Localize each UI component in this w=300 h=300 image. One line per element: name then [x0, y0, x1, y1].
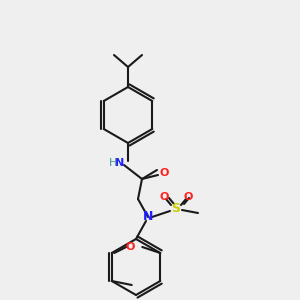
Text: N: N: [143, 211, 153, 224]
Text: O: O: [183, 192, 193, 202]
Text: O: O: [126, 242, 135, 252]
Text: H: H: [109, 158, 117, 168]
Text: S: S: [172, 202, 181, 215]
Text: N: N: [116, 158, 124, 168]
Text: O: O: [159, 168, 169, 178]
Text: O: O: [159, 192, 169, 202]
